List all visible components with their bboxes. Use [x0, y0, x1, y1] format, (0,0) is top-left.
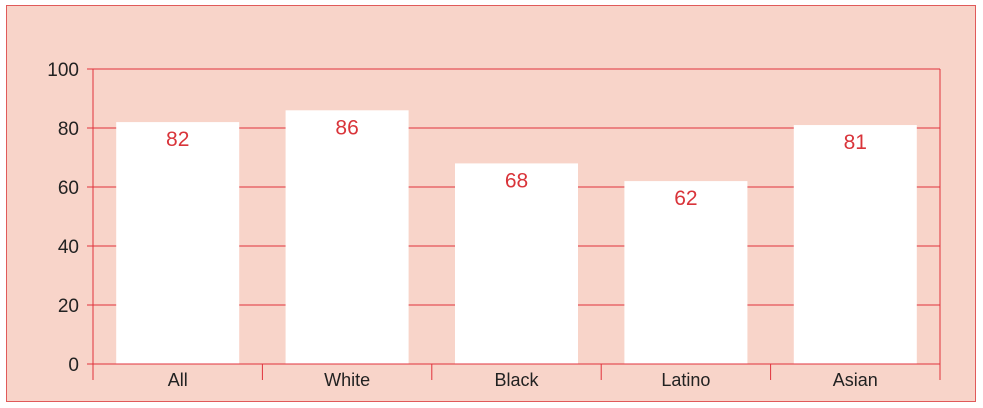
- data-label: 86: [335, 116, 358, 139]
- y-tick-label: 40: [58, 237, 79, 258]
- data-label: 82: [166, 128, 189, 151]
- y-tick-label: 20: [58, 296, 79, 317]
- bar-asian: [793, 125, 917, 364]
- data-label: 62: [674, 187, 697, 210]
- y-tick-label: 80: [58, 119, 79, 140]
- bars: [116, 110, 917, 364]
- bar-white: [285, 110, 409, 364]
- axes: [87, 69, 941, 380]
- x-tick-label: White: [324, 370, 370, 390]
- y-tick-label: 0: [68, 355, 79, 376]
- bar-black: [455, 163, 578, 364]
- x-tick-label: Latino: [661, 370, 710, 390]
- x-tick-label: Black: [494, 370, 539, 390]
- y-tick-label: 100: [47, 60, 79, 81]
- bar-all: [116, 122, 240, 364]
- data-label: 68: [505, 169, 528, 192]
- x-tick-label: Asian: [833, 370, 878, 390]
- data-label: 81: [844, 131, 867, 154]
- y-tick-label: 60: [58, 178, 79, 199]
- bar-latino: [624, 181, 748, 364]
- x-tick-label: All: [168, 370, 188, 390]
- labels: 0 20 40 60 80 100 82 All 86 White 68 Black 62 Latino 8…: [47, 60, 878, 390]
